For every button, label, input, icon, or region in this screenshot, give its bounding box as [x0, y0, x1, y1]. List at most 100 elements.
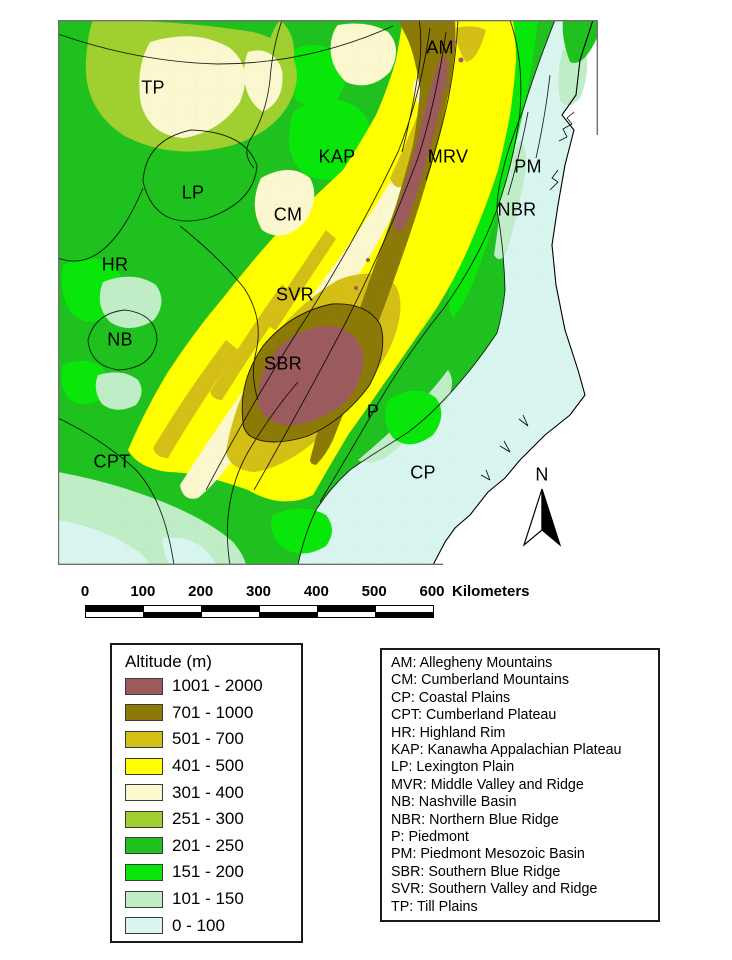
scale-segment	[375, 606, 433, 617]
abbr-item: KAP: Kanawha Appalachian Plateau	[391, 742, 622, 759]
map-labels: N TP AM KAP MRV PM LP CM NBR HR SVR NB SBR P CPT CP	[58, 20, 598, 565]
abbreviation-legend: AM: Allegheny Mountains CM: Cumberland Mo…	[380, 648, 660, 922]
altitude-legend-rows: 1001 - 2000 701 - 1000 501 - 700 401 - 500 3…	[112, 673, 301, 939]
piedmont-bright	[384, 390, 442, 445]
boundary-blue-ridge-east	[319, 20, 522, 503]
scale-tick: 0	[80, 583, 90, 600]
boundary-am-east	[425, 20, 459, 181]
legend-row: 1001 - 2000	[112, 673, 301, 700]
scale-tick: 300	[245, 583, 272, 600]
legend-row: 101 - 150	[112, 886, 301, 913]
boundary-pm2	[535, 74, 551, 159]
abbr-item: AM: Allegheny Mountains	[391, 655, 553, 671]
legend-swatch	[125, 730, 163, 748]
map-label-nb: NB	[107, 329, 133, 350]
abbr-item: CP: Coastal Plains	[391, 689, 511, 706]
boundary-allegheny-front	[205, 27, 431, 491]
scale-segment	[201, 606, 259, 617]
boundary-am-west	[401, 20, 422, 153]
legend-swatch	[125, 704, 163, 722]
summit-dot	[458, 57, 464, 63]
legend-row: 701 - 1000	[112, 700, 301, 727]
nbr-pale-band	[494, 140, 527, 260]
legend-swatch	[125, 890, 163, 908]
boundary-nb	[87, 309, 158, 371]
sw-lowland-cyan	[58, 520, 150, 565]
delmarva-green	[562, 20, 597, 63]
fall-line-fringe	[358, 370, 452, 463]
legend-row: 0 - 100	[112, 912, 301, 939]
legend-range: 701 - 1000	[172, 702, 254, 722]
map-label-svr: SVR	[276, 284, 314, 305]
summit-dot	[445, 83, 451, 89]
abbr-item: NBR: Northern Blue Ridge	[391, 811, 559, 828]
map-label-cp: CP	[410, 462, 436, 483]
boundary-cpt-west	[58, 417, 175, 565]
province-boundaries	[58, 20, 556, 565]
scale-tick: 600	[419, 583, 445, 600]
sbr-maroon	[257, 325, 364, 426]
map-label-kap: KAP	[318, 146, 356, 167]
boundary-pm1	[507, 111, 529, 196]
graticule	[58, 20, 593, 565]
abbr-item: CM: Cumberland Mountains	[391, 672, 569, 689]
tp-cream	[139, 36, 246, 139]
map-label-am: AM	[426, 37, 454, 58]
map-label-p: P	[366, 401, 380, 422]
map-raster	[58, 20, 598, 565]
legend-swatch	[125, 677, 163, 695]
scale-tick: 200	[188, 583, 214, 600]
scale-tick: 400	[303, 583, 329, 600]
abbr-item: LP: Lexington Plain	[391, 759, 515, 776]
boundary-sbr	[241, 303, 384, 443]
cm-cream	[254, 170, 315, 236]
summit-dot	[450, 39, 456, 45]
legend-swatch	[125, 784, 163, 802]
sw-lowland-cyan2	[162, 537, 216, 565]
abbr-item: SBR: Southern Blue Ridge	[391, 863, 561, 880]
map-label-mrv: MRV	[427, 146, 469, 167]
nb-pale	[95, 372, 142, 410]
am-mustard	[456, 26, 486, 62]
legend-row: 301 - 400	[112, 779, 301, 806]
scale-segment	[143, 606, 201, 617]
boundary-cpt-east	[226, 381, 299, 565]
north-arrow-label: N	[535, 464, 549, 485]
legend-range: 501 - 700	[172, 729, 244, 749]
boundary-glacial	[58, 25, 394, 65]
scale-segment	[86, 606, 143, 617]
altitude-legend-title: Altitude (m)	[125, 652, 212, 671]
altitude-legend: Altitude (m) 1001 - 2000 701 - 1000 501 - …	[110, 643, 303, 943]
map-label-cpt: CPT	[93, 451, 131, 472]
summit-dot	[366, 258, 370, 262]
legend-row: 251 - 300	[112, 806, 301, 833]
boundary-hr-east	[179, 225, 259, 401]
map-label-nbr: NBR	[497, 199, 537, 220]
legend-row: 201 - 250	[112, 833, 301, 860]
legend-swatch	[125, 757, 163, 775]
west-bright	[61, 360, 108, 404]
boundary-tp-kap	[246, 20, 283, 169]
scale-bar-graphic	[85, 605, 434, 618]
scale-unit-label: Kilometers	[452, 583, 530, 600]
abbr-item: NB: Nashville Basin	[391, 794, 517, 811]
north-arrow	[522, 488, 562, 547]
legend-row: 501 - 700	[112, 726, 301, 753]
ridge-3	[266, 230, 336, 330]
legend-range: 0 - 100	[172, 915, 225, 935]
abbr-item: PM: Piedmont Mesozoic Basin	[391, 846, 585, 863]
scale-segment	[259, 606, 317, 617]
map-label-pm: PM	[514, 156, 542, 177]
terrain-patches	[58, 20, 597, 565]
legend-range: 201 - 250	[172, 835, 244, 855]
abbr-item: CPT: Cumberland Plateau	[391, 707, 557, 724]
scale-bar: 0 100 200 300 400 500 600 Kilometers	[0, 583, 732, 623]
summit-dot	[354, 286, 358, 290]
legend-row: 151 - 200	[112, 859, 301, 886]
abbr-item: MVR: Middle Valley and Ridge	[391, 776, 584, 793]
elevation-map: N TP AM KAP MRV PM LP CM NBR HR SVR NB SBR P CPT CP	[58, 20, 598, 565]
legend-swatch	[125, 917, 163, 935]
boundary-valley-east	[253, 31, 447, 491]
map-label-hr: HR	[101, 254, 129, 275]
